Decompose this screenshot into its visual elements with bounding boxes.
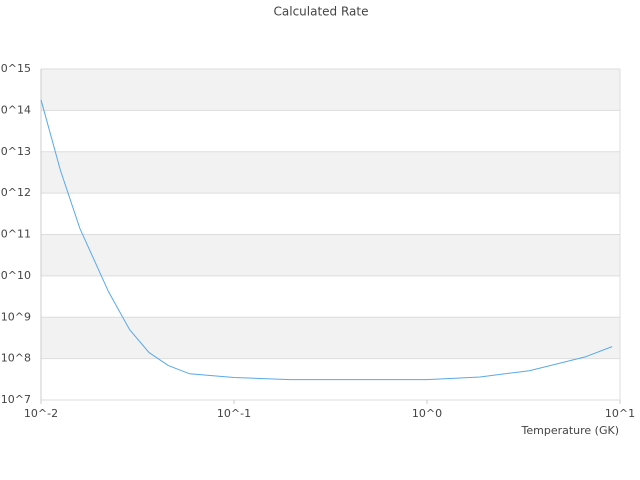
y-tick-label: 10^8 (1, 352, 31, 365)
y-tick-label: 10^9 (1, 310, 31, 323)
y-tick-label: 10^14 (0, 103, 31, 116)
chart-title: Calculated Rate (274, 5, 369, 19)
y-tick-label: 10^12 (0, 186, 31, 199)
y-tick-label: 10^13 (0, 145, 31, 158)
y-tick-label: 10^7 (1, 393, 31, 406)
grid-band (41, 234, 620, 276)
x-tick-label: 10^-1 (217, 407, 251, 420)
grid-band (41, 151, 620, 194)
y-tick-label: 10^11 (0, 228, 31, 241)
x-tick-label: 10^1 (605, 407, 635, 420)
y-tick-label: 10^15 (0, 62, 31, 75)
y-tick-label: 10^10 (0, 269, 31, 282)
x-tick-label: 10^0 (412, 407, 442, 420)
grid-band (41, 69, 620, 111)
x-tick-label: 10^-2 (24, 407, 58, 420)
data-line (40, 99, 613, 381)
grid-band (41, 317, 620, 359)
x-axis-label: Temperature (GK) (521, 424, 620, 437)
